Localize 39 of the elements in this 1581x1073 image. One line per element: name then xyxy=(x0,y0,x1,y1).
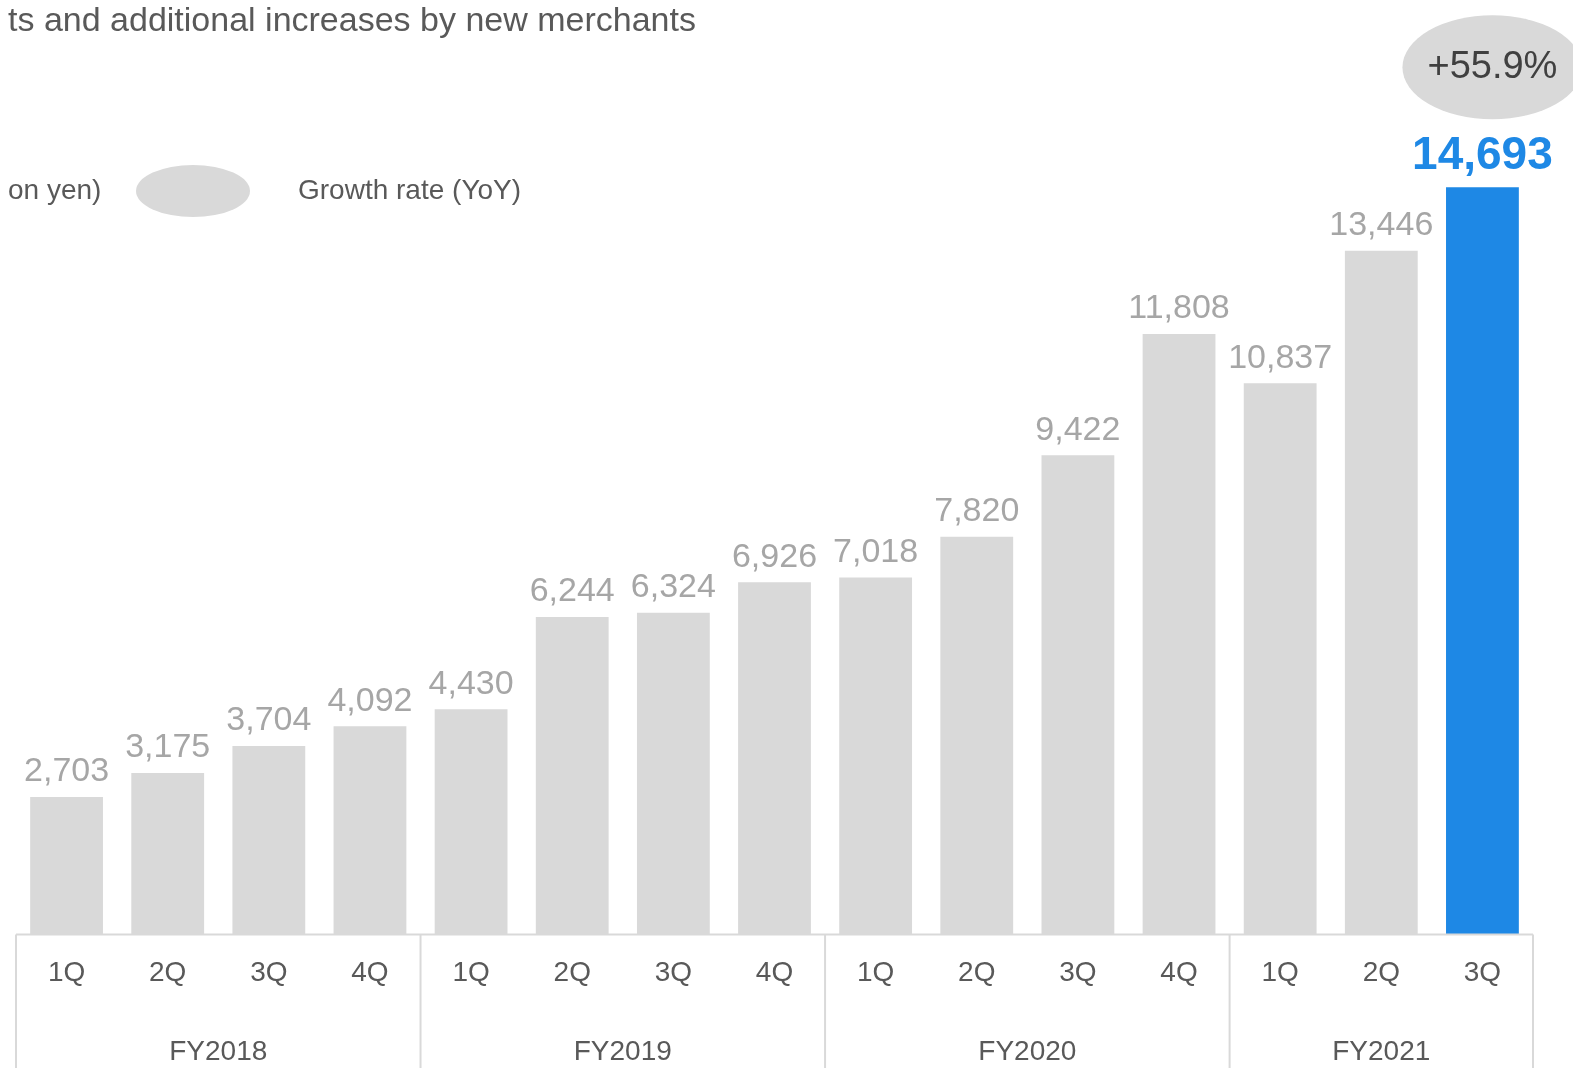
x-tick-label: 4Q xyxy=(351,955,389,987)
x-tick-label: 4Q xyxy=(1160,955,1198,987)
data-label: 2,703 xyxy=(24,750,110,789)
data-label: 4,092 xyxy=(327,679,413,718)
data-label: 10,837 xyxy=(1228,336,1333,375)
x-tick-label: 2Q xyxy=(958,955,996,987)
data-label: 14,693 xyxy=(1412,126,1553,179)
x-tick-label: 1Q xyxy=(1261,955,1299,987)
x-tick-label: 1Q xyxy=(452,955,490,987)
text: FY2019 xyxy=(573,1034,672,1066)
text: FY2020 xyxy=(978,1034,1077,1066)
data-label: 3,704 xyxy=(226,699,312,738)
data-label: 7,018 xyxy=(833,530,919,569)
data-label: 3,175 xyxy=(125,726,211,765)
data-label: 6,324 xyxy=(630,566,716,605)
data-label: 11,808 xyxy=(1128,287,1230,326)
chart-title: ts and additional increases by new merchants xyxy=(8,0,696,39)
text: +55.9% xyxy=(1427,43,1558,86)
annotation: Growth rate (YoY) xyxy=(298,174,522,206)
x-tick-label: 3Q xyxy=(654,955,693,987)
data-label: 13,446 xyxy=(1329,204,1434,243)
data-label: 6,244 xyxy=(529,570,615,609)
x-tick-label: 3Q xyxy=(250,955,288,987)
data-label: 7,820 xyxy=(934,490,1020,529)
x-tick-label: 3Q xyxy=(1059,955,1097,987)
text: FY2021 xyxy=(1332,1034,1431,1066)
data-label: 6,926 xyxy=(731,535,818,574)
annotation: on yen) xyxy=(8,174,102,206)
x-tick-label: 3Q xyxy=(1463,955,1502,987)
x-tick-label: 1Q xyxy=(856,955,895,987)
x-tick-label: 1Q xyxy=(47,955,86,987)
x-tick-label: 2Q xyxy=(149,955,187,987)
x-tick-label: 2Q xyxy=(1362,955,1400,987)
data-label: 4,430 xyxy=(428,662,514,701)
x-tick-label: 4Q xyxy=(755,955,794,987)
data-label: 9,422 xyxy=(1035,408,1121,447)
bar xyxy=(1446,187,1519,935)
text: FY2018 xyxy=(169,1034,268,1066)
x-tick-label: 2Q xyxy=(553,955,591,987)
